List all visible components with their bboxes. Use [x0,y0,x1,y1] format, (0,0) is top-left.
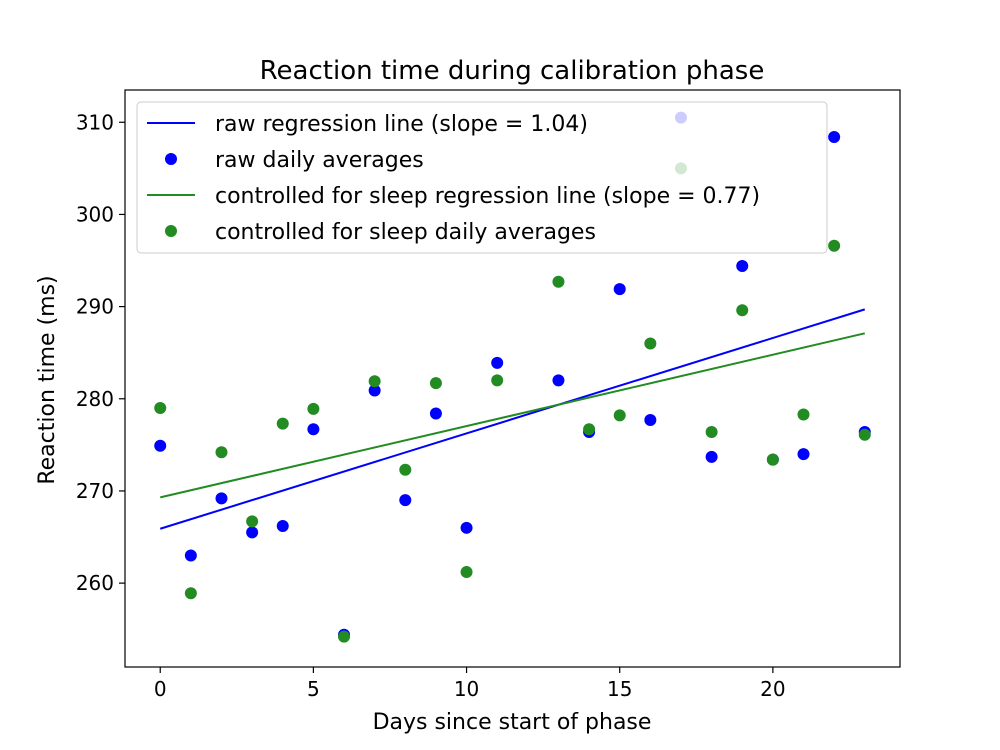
y-tick-label: 260 [76,571,114,595]
data-point [246,526,259,539]
legend-label: raw daily averages [215,148,424,173]
data-point [644,337,657,350]
data-point [154,401,167,414]
data-point [644,413,657,426]
legend-box [136,101,828,254]
data-point [399,494,412,507]
data-point [338,630,351,643]
legend: raw regression line (slope = 1.04) raw da… [136,101,828,254]
data-point [583,423,596,436]
x-axis-label: Days since start of phase [373,710,652,735]
legend-label: controlled for sleep daily averages [215,220,596,245]
legend-point-marker [165,153,177,165]
data-point [552,374,565,387]
data-point [460,566,473,579]
x-tick-label: 10 [454,677,479,701]
data-point [613,283,626,296]
data-point [429,377,442,390]
data-point [736,260,749,273]
data-point [736,304,749,317]
x-tick-label: 15 [607,677,632,701]
axis-ticks: 0 5 10 15 20 260 270 280 290 300 310 [76,110,786,701]
data-point [797,448,810,461]
data-point [429,407,442,420]
data-point [858,428,871,441]
y-tick-label: 280 [76,387,114,411]
data-point [276,519,289,532]
data-point [705,425,718,438]
data-point [368,375,381,388]
chart-title: Reaction time during calibration phase [260,56,765,86]
data-point [184,587,197,600]
data-point [613,409,626,422]
data-point [184,549,197,562]
plot-area [154,111,871,643]
x-tick-label: 0 [154,677,167,701]
data-point [215,446,228,459]
regression-line-0 [159,308,866,530]
legend-label: raw regression line (slope = 1.04) [215,112,588,137]
data-point [399,463,412,476]
regression-line-2 [160,332,865,499]
data-point [552,275,565,288]
data-point [368,384,381,397]
data-point [491,356,504,369]
y-tick-label: 290 [76,295,114,319]
y-tick-label: 310 [76,110,114,134]
legend-label: controlled for sleep regression line (sl… [215,184,760,209]
data-point [797,408,810,421]
x-tick-label: 5 [307,677,320,701]
axes-frame [124,89,901,668]
x-tick-label: 20 [760,677,785,701]
data-point [705,450,718,463]
data-point [246,515,259,528]
data-point [307,402,320,415]
data-point [491,374,504,387]
data-point [154,439,167,452]
data-point [828,131,841,144]
data-point [460,521,473,534]
legend-point-marker [165,225,177,237]
y-axis-label: Reaction time (ms) [35,275,60,484]
y-tick-label: 270 [76,479,114,503]
y-tick-label: 300 [76,202,114,226]
data-point [276,417,289,430]
data-point [766,453,779,466]
data-point [307,423,320,436]
data-point [215,492,228,505]
data-point [828,239,841,252]
